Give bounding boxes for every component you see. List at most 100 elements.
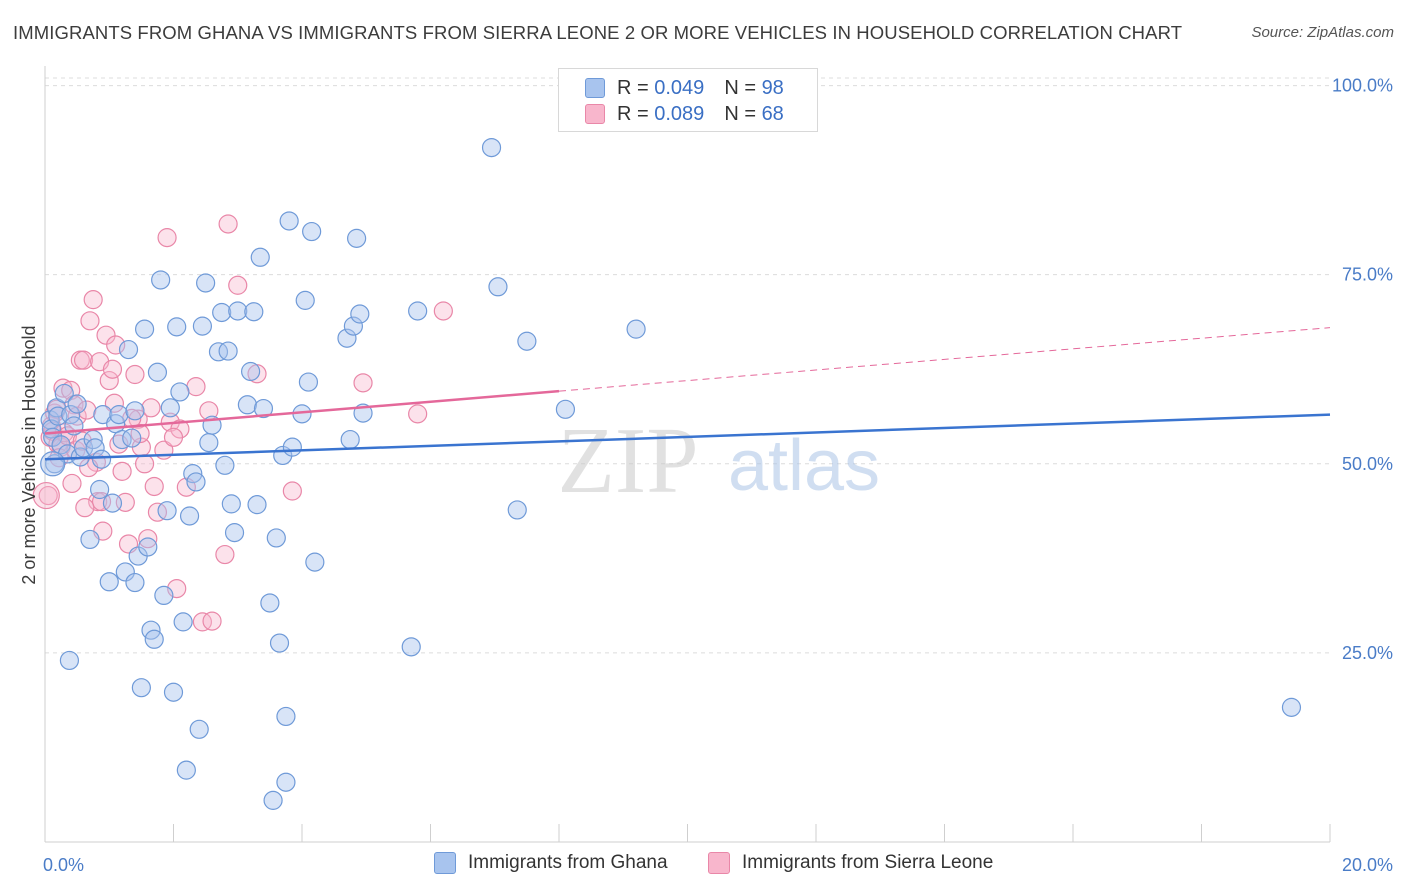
trend-line-ghana xyxy=(44,413,1331,461)
y-tick-label: 25.0% xyxy=(1342,643,1393,663)
data-point-sierra-leone xyxy=(228,275,248,295)
data-point-ghana xyxy=(196,273,216,293)
data-point-ghana xyxy=(295,290,315,310)
data-point-sierra-leone xyxy=(112,461,132,481)
data-point-ghana xyxy=(99,572,119,592)
bottom-legend-swatch-sierra-leone xyxy=(708,852,730,874)
data-point-ghana xyxy=(340,429,360,450)
data-point-ghana xyxy=(186,472,206,492)
data-point-ghana xyxy=(90,479,110,500)
data-point-ghana xyxy=(154,585,174,606)
data-point-ghana xyxy=(176,760,196,780)
data-point-sierra-leone xyxy=(157,228,177,248)
trend-line-sierra-leone xyxy=(44,389,560,435)
data-point-ghana xyxy=(208,342,229,362)
data-point-ghana xyxy=(59,650,80,671)
data-point-ghana xyxy=(481,137,502,158)
data-point-sierra-leone xyxy=(138,529,158,549)
data-point-sierra-leone xyxy=(38,485,58,506)
data-point-ghana xyxy=(170,382,190,402)
data-point-sierra-leone xyxy=(202,611,222,631)
trend-lines xyxy=(44,327,1331,461)
data-point-sierra-leone xyxy=(73,350,94,370)
y-tick-label: 100.0% xyxy=(1332,76,1393,96)
data-point-sierra-leone xyxy=(102,359,123,379)
data-point-sierra-leone xyxy=(106,335,126,355)
data-point-sierra-leone xyxy=(104,393,124,413)
data-point-ghana xyxy=(122,428,142,448)
data-point-ghana xyxy=(237,395,257,415)
data-point-ghana xyxy=(215,455,235,475)
data-point-sierra-leone xyxy=(353,373,373,393)
series-ghana xyxy=(40,137,1302,810)
data-point-ghana xyxy=(189,719,209,739)
data-point-ghana xyxy=(488,277,508,297)
data-point-ghana xyxy=(302,221,322,242)
series-sierra-leone xyxy=(32,214,453,632)
legend-row-sierra-leone: R = 0.089 N = 68 xyxy=(585,102,784,126)
data-point-ghana xyxy=(253,398,274,419)
x-tick-label-min: 0.0% xyxy=(43,855,84,875)
data-point-ghana xyxy=(247,495,267,515)
chart-title: IMMIGRANTS FROM GHANA VS IMMIGRANTS FROM… xyxy=(13,22,1183,43)
legend-n-value-ghana: 98 xyxy=(761,76,784,99)
legend-r-value-sierra-leone: 0.089 xyxy=(654,102,705,125)
tick-labels: 25.0% 50.0% 75.0% 100.0% 0.0% 20.0% xyxy=(43,76,1393,875)
legend: R = 0.049 N = 98 R = 0.089 N = 68 xyxy=(558,68,818,132)
data-point-ghana xyxy=(163,682,184,702)
legend-n-value-sierra-leone: 68 xyxy=(761,102,784,125)
data-point-ghana xyxy=(151,270,171,290)
data-point-ghana xyxy=(157,501,177,521)
data-point-ghana xyxy=(91,449,112,469)
data-point-ghana xyxy=(343,316,363,336)
data-point-sierra-leone xyxy=(144,476,164,497)
y-axis-title: 2 or more Vehicles in Household xyxy=(19,325,39,584)
data-point-ghana xyxy=(131,678,151,698)
data-point-sierra-leone xyxy=(282,481,302,501)
bottom-legend-label-ghana: Immigrants from Ghana xyxy=(468,852,668,873)
data-point-ghana xyxy=(260,593,280,613)
data-point-sierra-leone xyxy=(96,325,116,345)
data-point-ghana xyxy=(347,228,367,248)
data-point-ghana xyxy=(282,437,302,457)
legend-r-label: R = xyxy=(617,76,649,99)
x-tick-label-max: 20.0% xyxy=(1342,855,1393,875)
data-point-ghana xyxy=(228,301,248,321)
data-point-ghana xyxy=(115,562,135,582)
data-point-ghana xyxy=(179,506,200,526)
data-point-sierra-leone xyxy=(218,214,238,234)
data-point-sierra-leone xyxy=(99,370,119,391)
data-point-ghana xyxy=(173,612,193,632)
data-point-ghana xyxy=(138,537,158,557)
data-point-ghana xyxy=(517,331,537,351)
legend-swatch-sierra-leone xyxy=(585,104,605,124)
data-point-ghana xyxy=(401,637,421,657)
data-point-ghana xyxy=(118,339,139,360)
data-point-ghana xyxy=(263,790,283,810)
bottom-legend-sierra-leone: Immigrants from Sierra Leone xyxy=(708,852,993,874)
data-point-ghana xyxy=(555,399,576,419)
data-point-ghana xyxy=(125,401,145,421)
data-point-ghana xyxy=(279,211,299,231)
legend-row-ghana: R = 0.049 N = 98 xyxy=(585,76,784,100)
legend-r-value-ghana: 0.049 xyxy=(654,76,705,99)
data-point-ghana xyxy=(507,500,527,520)
trend-line-sierra-leone-projection xyxy=(558,327,1331,392)
data-point-ghana xyxy=(102,493,123,513)
watermark: ZIP atlas xyxy=(558,409,881,513)
data-point-ghana xyxy=(224,523,245,543)
data-point-ghana xyxy=(160,398,180,418)
data-point-ghana xyxy=(212,302,232,323)
data-point-ghana xyxy=(112,429,132,450)
data-point-sierra-leone xyxy=(134,454,155,474)
data-point-sierra-leone xyxy=(433,301,453,321)
data-point-ghana xyxy=(276,706,296,727)
data-point-ghana xyxy=(199,433,219,453)
data-point-ghana xyxy=(167,317,187,337)
bottom-legend-ghana: Immigrants from Ghana xyxy=(434,852,668,874)
data-point-ghana xyxy=(241,361,261,382)
data-point-ghana xyxy=(67,394,87,414)
y-tick-label: 75.0% xyxy=(1342,265,1393,285)
data-point-sierra-leone xyxy=(215,544,235,565)
